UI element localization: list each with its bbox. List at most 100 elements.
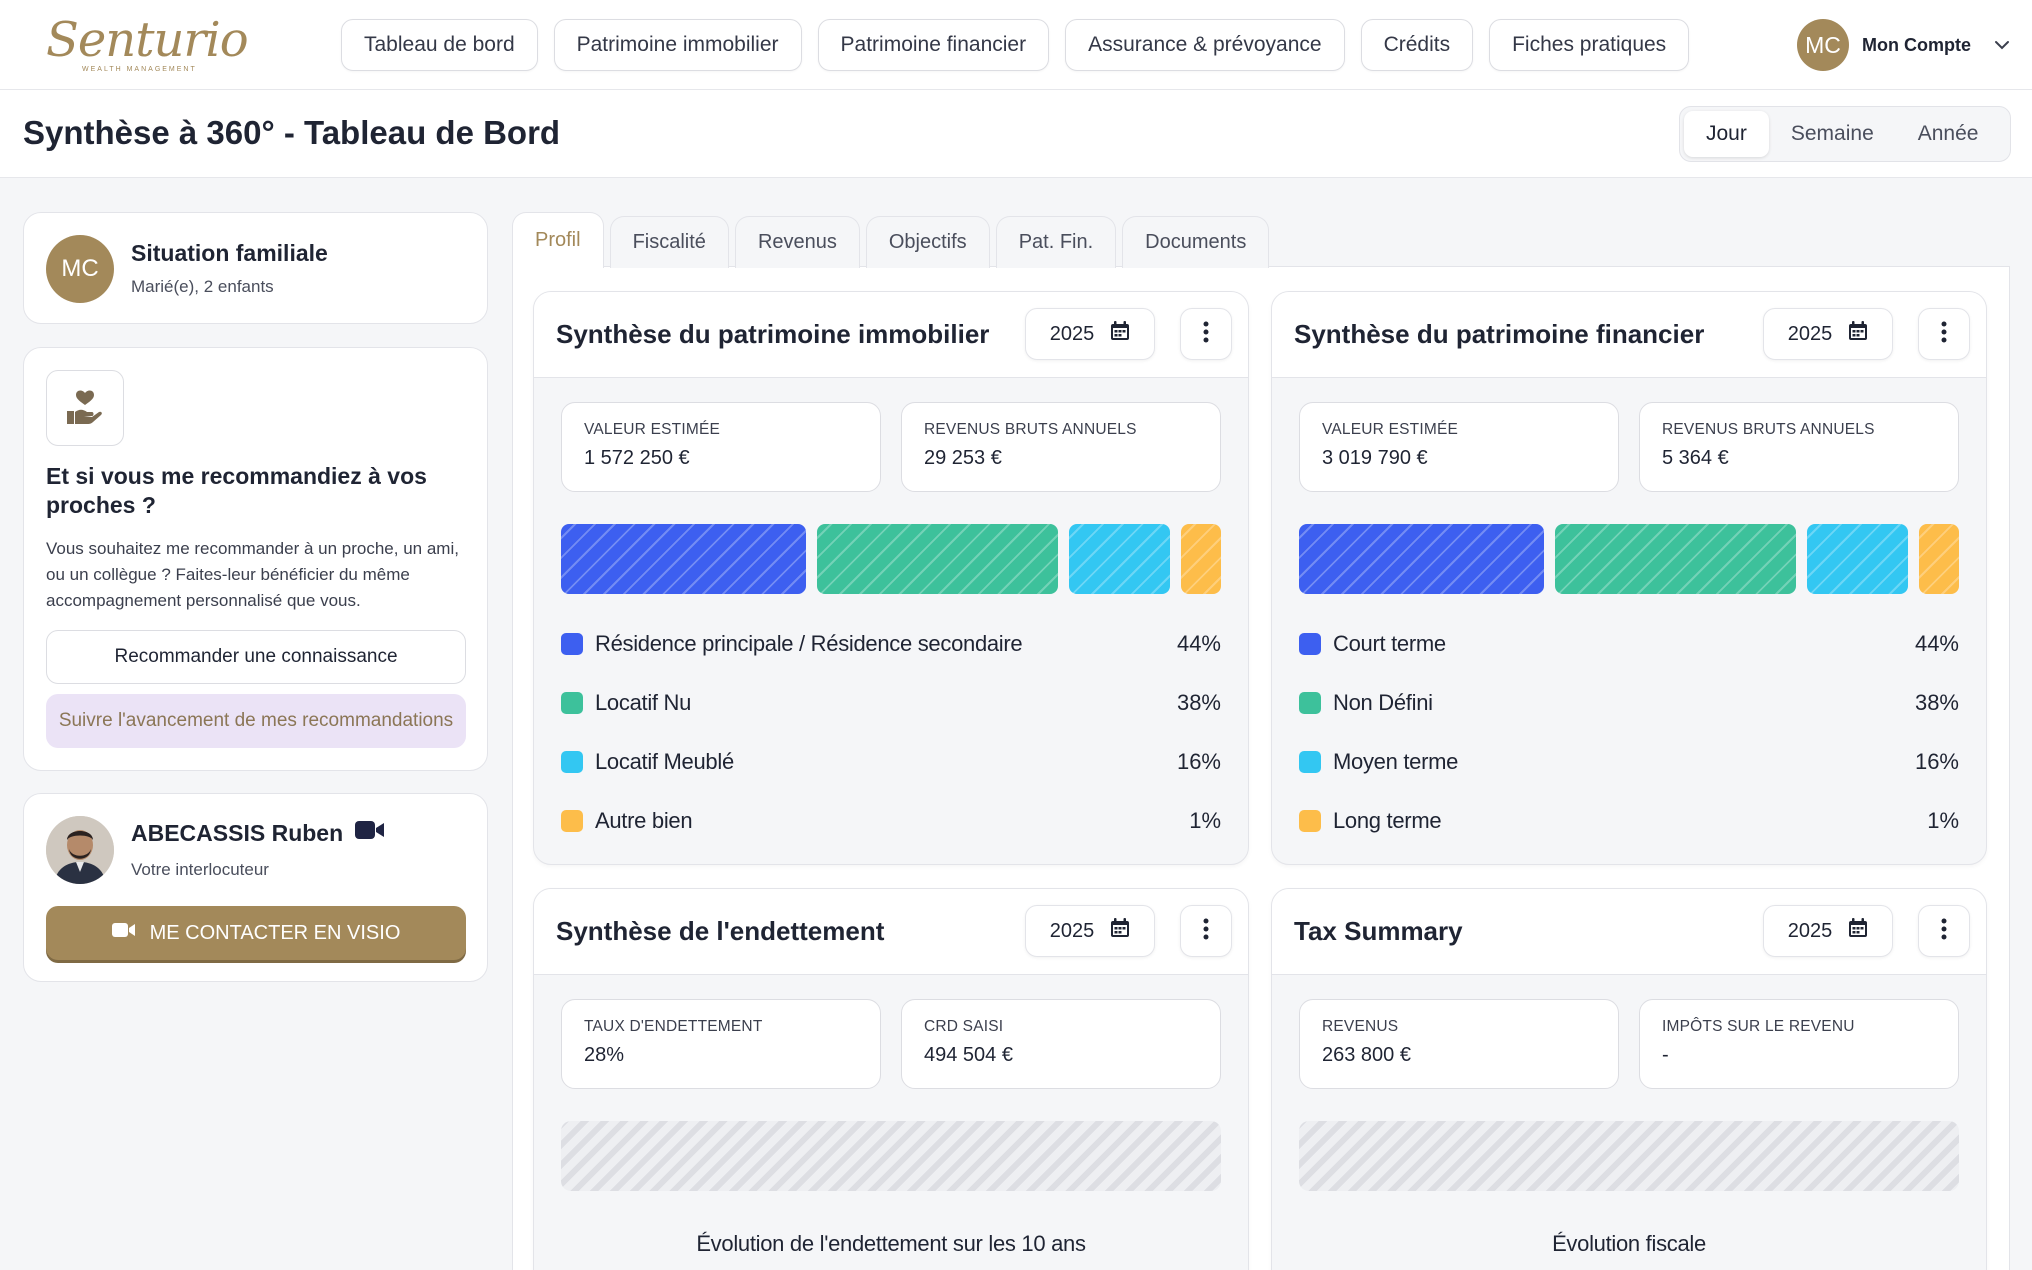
- profile-tabs: Profil Fiscalité Revenus Objectifs Pat. …: [512, 212, 1270, 268]
- period-switcher: Jour Semaine Année: [1679, 106, 2011, 162]
- nav-credits[interactable]: Crédits: [1360, 19, 1474, 71]
- stat-label: REVENUS BRUTS ANNUELS: [1662, 421, 1875, 438]
- year-value: 2025: [1787, 322, 1833, 345]
- video-camera-icon: [355, 819, 385, 847]
- legend-row: Locatif Meublé 16%: [561, 732, 1221, 791]
- year-picker[interactable]: 2025: [1025, 308, 1155, 360]
- contact-visio-label: ME CONTACTER EN VISIO: [149, 921, 401, 944]
- allocation-segment[interactable]: [1806, 524, 1908, 594]
- page-header: Synthèse à 360° - Tableau de Bord Jour S…: [0, 90, 2032, 178]
- stat-value: -: [1662, 1044, 1669, 1066]
- stat-label: CRD SAISI: [924, 1018, 1004, 1035]
- chart-caption: Évolution fiscale: [1552, 1231, 1706, 1256]
- stat-estimated-value: VALEUR ESTIMÉE 1 572 250 €: [561, 402, 881, 492]
- legend-row: Long terme 1%: [1299, 791, 1959, 850]
- card-header: Synthèse du patrimoine financier 2025: [1272, 292, 1986, 378]
- more-options-button[interactable]: [1918, 905, 1970, 957]
- legend-row: Moyen terme 16%: [1299, 732, 1959, 791]
- allocation-segment[interactable]: [1299, 524, 1544, 594]
- tab-revenus[interactable]: Revenus: [734, 216, 860, 268]
- nav-patrimoine-financier[interactable]: Patrimoine financier: [817, 19, 1050, 71]
- card-title: Synthèse du patrimoine immobilier: [556, 319, 990, 349]
- legend-label: Locatif Meublé: [595, 748, 734, 774]
- more-vertical-icon: [1941, 918, 1947, 945]
- debt-summary-card: Synthèse de l'endettement 2025 TAUX D'EN…: [533, 888, 1249, 1270]
- allocation-segment[interactable]: [1180, 524, 1221, 594]
- nav-patrimoine-immobilier[interactable]: Patrimoine immobilier: [553, 19, 802, 71]
- more-options-button[interactable]: [1918, 308, 1970, 360]
- tax-summary-card: Tax Summary 2025 REVENUS 263 800 € IMPÔT…: [1271, 888, 1987, 1270]
- nav-fiches-pratiques[interactable]: Fiches pratiques: [1489, 19, 1690, 71]
- legend-row: Résidence principale / Résidence seconda…: [561, 614, 1221, 673]
- legend-label: Long terme: [1333, 807, 1442, 833]
- tab-objectifs[interactable]: Objectifs: [865, 216, 990, 268]
- stat-estimated-value: VALEUR ESTIMÉE 3 019 790 €: [1299, 402, 1619, 492]
- legend-swatch: [1299, 632, 1321, 655]
- account-label[interactable]: Mon Compte: [1862, 34, 1971, 55]
- calendar-icon: [1110, 321, 1130, 347]
- allocation-bar: [561, 524, 1221, 594]
- stat-value: 29 253 €: [924, 447, 1002, 469]
- allocation-segment[interactable]: [1918, 524, 1959, 594]
- family-situation-card: MC Situation familiale Marié(e), 2 enfan…: [23, 212, 488, 324]
- contact-visio-button[interactable]: ME CONTACTER EN VISIO: [46, 906, 466, 960]
- tab-profil[interactable]: Profil: [512, 212, 604, 268]
- period-day[interactable]: Jour: [1684, 111, 1769, 157]
- legend-swatch: [561, 750, 583, 773]
- recommend-contact-button[interactable]: Recommander une connaissance: [46, 630, 466, 684]
- tab-documents[interactable]: Documents: [1122, 216, 1270, 268]
- chart-placeholder: [1299, 1121, 1959, 1191]
- more-vertical-icon: [1203, 918, 1209, 945]
- account-avatar[interactable]: MC: [1797, 19, 1849, 71]
- chart-placeholder: [561, 1121, 1221, 1191]
- nav-assurance-prevoyance[interactable]: Assurance & prévoyance: [1065, 19, 1345, 71]
- stat-crd: CRD SAISI 494 504 €: [901, 999, 1221, 1089]
- account-menu[interactable]: MC Mon Compte: [1797, 19, 2011, 71]
- chevron-down-icon[interactable]: [1993, 36, 2011, 54]
- recommendation-title: Et si vous me recommandiez à vos proches…: [46, 463, 427, 518]
- financial-summary-card: Synthèse du patrimoine financier 2025 VA…: [1271, 291, 1987, 865]
- legend-row: Autre bien 1%: [561, 791, 1221, 850]
- period-week[interactable]: Semaine: [1790, 122, 1874, 145]
- legend-label: Résidence principale / Résidence seconda…: [595, 630, 1023, 656]
- legend-percentage: 16%: [1176, 748, 1221, 774]
- tab-fiscalite[interactable]: Fiscalité: [609, 216, 729, 268]
- legend-swatch: [1299, 750, 1321, 773]
- year-picker[interactable]: 2025: [1763, 308, 1893, 360]
- real-estate-summary-card: Synthèse du patrimoine immobilier 2025 V…: [533, 291, 1249, 865]
- year-picker[interactable]: 2025: [1763, 905, 1893, 957]
- stat-label: IMPÔTS SUR LE REVENU: [1662, 1018, 1855, 1035]
- senturio-logo[interactable]: Senturio WEALTH MANAGEMENT: [46, 14, 249, 76]
- more-options-button[interactable]: [1180, 905, 1232, 957]
- calendar-icon: [1848, 918, 1868, 944]
- allocation-segment[interactable]: [1068, 524, 1170, 594]
- stat-value: 1 572 250 €: [584, 447, 690, 469]
- more-options-button[interactable]: [1180, 308, 1232, 360]
- allocation-segment[interactable]: [561, 524, 806, 594]
- legend-label: Moyen terme: [1333, 748, 1459, 774]
- tab-pat-fin[interactable]: Pat. Fin.: [995, 216, 1117, 268]
- more-vertical-icon: [1941, 321, 1947, 348]
- legend-label: Locatif Nu: [595, 689, 692, 715]
- legend-percentage: 44%: [1914, 630, 1959, 656]
- legend-swatch: [561, 632, 583, 655]
- card-header: Tax Summary 2025: [1272, 889, 1986, 975]
- legend-percentage: 16%: [1914, 748, 1959, 774]
- track-recommendations-button[interactable]: Suivre l'avancement de mes recommandatio…: [46, 694, 466, 748]
- video-camera-icon: [111, 921, 136, 945]
- advisor-name-row: ABECASSIS Ruben: [131, 819, 385, 847]
- stat-annual-income: REVENUS BRUTS ANNUELS 5 364 €: [1639, 402, 1959, 492]
- legend-percentage: 1%: [1927, 807, 1959, 833]
- legend-swatch: [561, 691, 583, 714]
- allocation-segment[interactable]: [817, 524, 1058, 594]
- allocation-segment[interactable]: [1555, 524, 1796, 594]
- period-year[interactable]: Année: [1917, 122, 1979, 145]
- year-picker[interactable]: 2025: [1025, 905, 1155, 957]
- stat-value: 28%: [584, 1044, 625, 1066]
- stat-value: 263 800 €: [1322, 1044, 1411, 1066]
- stat-label: REVENUS: [1322, 1018, 1399, 1035]
- nav-tableau-de-bord[interactable]: Tableau de bord: [341, 19, 538, 71]
- legend-percentage: 38%: [1176, 689, 1221, 715]
- family-subtitle: Marié(e), 2 enfants: [131, 277, 274, 296]
- legend-swatch: [1299, 809, 1321, 832]
